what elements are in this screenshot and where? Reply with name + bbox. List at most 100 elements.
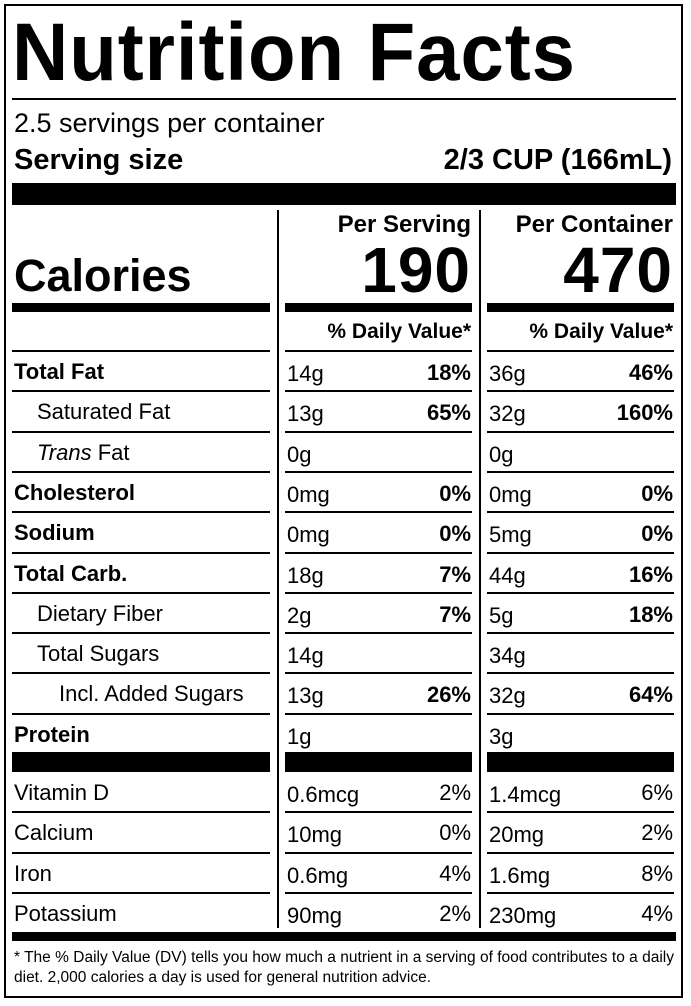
calories-bar-label [12, 303, 270, 312]
vitamin-label: Vitamin D [14, 780, 109, 805]
row-divider-container [487, 632, 674, 634]
row-divider-serving [285, 592, 472, 594]
vitamin-divider-container [487, 852, 674, 854]
vitamin-container-daily-value: 4% [641, 901, 673, 926]
nutrient-label: Sodium [14, 520, 95, 545]
vitamin-divider-serving [285, 892, 472, 894]
serving-amount: 2g [287, 603, 312, 628]
serving-amount: 0g [287, 442, 312, 467]
vitamin-serving-amount: 0.6mg [287, 863, 349, 888]
per-serving-calories: 190 [361, 234, 471, 306]
serving-amount: 13g [287, 683, 324, 708]
row-divider-container [487, 350, 674, 352]
container-amount: 32g [489, 401, 526, 426]
serving-daily-value: 0% [439, 481, 471, 506]
thick-bar-vitamins-label [12, 752, 270, 772]
container-daily-value: 0% [641, 481, 673, 506]
vitamin-container-amount: 1.6mg [489, 863, 551, 888]
vitamin-divider-label [12, 852, 270, 854]
row-divider-container [487, 431, 674, 433]
row-divider-container [487, 672, 674, 674]
serving-daily-value: 65% [426, 400, 471, 425]
vitamin-container-amount: 1.4mcg [489, 782, 562, 807]
vitamin-label: Potassium [14, 901, 117, 926]
vitamin-serving-amount: 90mg [287, 903, 343, 928]
serving-amount: 0mg [287, 522, 330, 547]
container-daily-value: 46% [628, 360, 673, 385]
row-divider-serving [285, 350, 472, 352]
row-divider-serving [285, 552, 472, 554]
vitamin-divider-label [12, 892, 270, 894]
serving-daily-value: 7% [439, 562, 471, 587]
row-divider-label [12, 350, 270, 352]
row-divider-label [12, 552, 270, 554]
vitamin-container-daily-value: 6% [641, 780, 673, 805]
nutrient-label: Dietary Fiber [37, 601, 163, 626]
row-divider-label [12, 390, 270, 392]
container-amount: 0g [489, 442, 514, 467]
daily-value-footnote: * The % Daily Value (DV) tells you how m… [14, 949, 674, 987]
container-amount: 44g [489, 563, 526, 588]
calories-bar-serving [285, 303, 472, 312]
row-divider-container [487, 713, 674, 715]
nutrient-label: Trans Fat [37, 442, 130, 464]
serving-size-label: Serving size [14, 144, 184, 176]
vitamin-divider-serving [285, 852, 472, 854]
nutrition-label-frame [4, 4, 683, 998]
nutrient-label: Saturated Fat [37, 399, 171, 424]
serving-daily-value: 26% [426, 682, 471, 707]
container-amount: 5mg [489, 522, 532, 547]
nutrient-label: Cholesterol [14, 480, 136, 505]
row-divider-serving [285, 471, 472, 473]
calories-bar-container [487, 303, 674, 312]
vitamin-container-amount: 20mg [489, 822, 545, 847]
row-divider-label [12, 471, 270, 473]
vitamin-serving-amount: 10mg [287, 822, 343, 847]
vitamin-serving-daily-value: 4% [439, 861, 471, 886]
calories-label: Calories [14, 250, 192, 301]
vitamin-divider-label [12, 811, 270, 813]
per-container-header: Per Container [515, 211, 673, 238]
row-divider-container [487, 552, 674, 554]
serving-amount: 0mg [287, 482, 330, 507]
container-daily-value: 160% [616, 400, 673, 425]
row-divider-label [12, 592, 270, 594]
serving-size-value: 2/3 CUP (166mL) [443, 144, 672, 176]
container-amount: 3g [489, 724, 514, 749]
vitamin-label: Iron [14, 861, 52, 886]
row-divider-label [12, 713, 270, 715]
column-divider-right [479, 210, 481, 928]
per-container-calories: 470 [563, 234, 673, 306]
container-amount: 36g [489, 361, 526, 386]
container-amount: 5g [489, 603, 514, 628]
thick-bar-bottom [12, 932, 676, 941]
vitamin-serving-daily-value: 2% [439, 901, 471, 926]
per-serving-header: Per Serving [337, 211, 471, 238]
vitamin-serving-daily-value: 0% [439, 820, 471, 845]
row-divider-serving [285, 713, 472, 715]
serving-daily-value: 18% [426, 360, 471, 385]
vitamin-divider-serving [285, 811, 472, 813]
nutrient-label-text: Fat [91, 440, 130, 465]
row-divider-container [487, 390, 674, 392]
row-divider-serving [285, 431, 472, 433]
vitamin-serving-daily-value: 2% [439, 780, 471, 805]
row-divider-serving [285, 672, 472, 674]
per-container-dv-header: % Daily Value* [529, 320, 673, 343]
vitamin-container-amount: 230mg [489, 903, 557, 928]
label-title: Nutrition Facts [12, 7, 576, 98]
vitamin-container-daily-value: 2% [641, 820, 673, 845]
nutrient-label: Total Carb. [14, 561, 128, 586]
serving-amount: 18g [287, 563, 324, 588]
per-serving-dv-header: % Daily Value* [327, 320, 471, 343]
vitamin-divider-container [487, 892, 674, 894]
nutrient-label: Incl. Added Sugars [59, 681, 244, 706]
serving-amount: 14g [287, 643, 324, 668]
container-daily-value: 16% [628, 562, 673, 587]
thick-bar-vitamins-container [487, 752, 674, 772]
serving-daily-value: 0% [439, 521, 471, 546]
serving-amount: 1g [287, 724, 312, 749]
container-daily-value: 0% [641, 521, 673, 546]
row-divider-serving [285, 390, 472, 392]
row-divider-container [487, 592, 674, 594]
